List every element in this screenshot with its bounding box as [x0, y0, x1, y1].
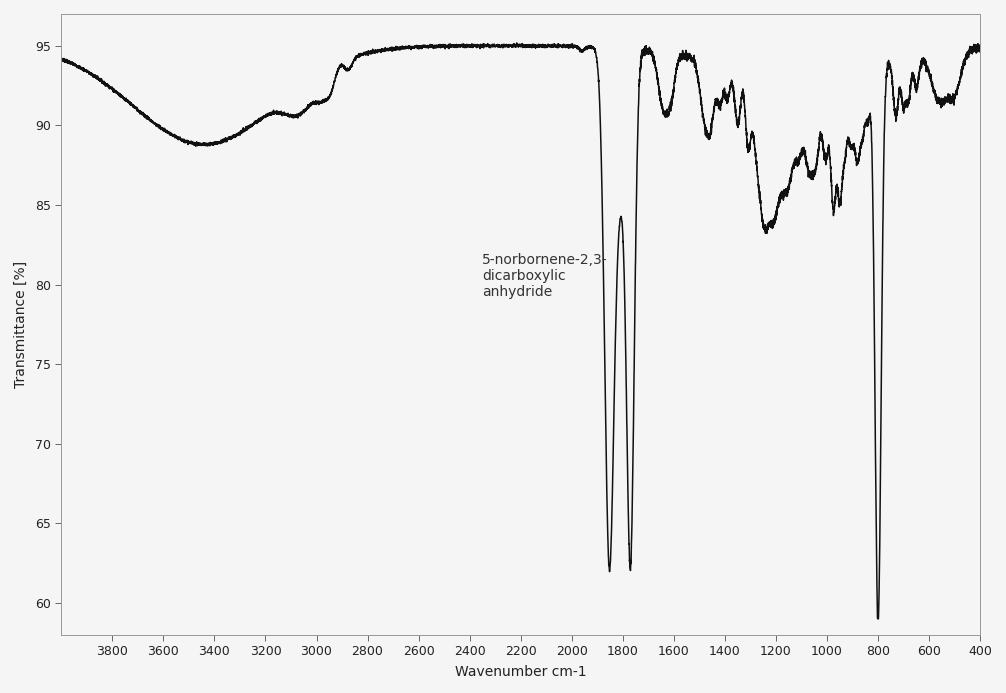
- Text: 5-norbornene-2,3-
dicarboxylic
anhydride: 5-norbornene-2,3- dicarboxylic anhydride: [483, 253, 608, 299]
- X-axis label: Wavenumber cm-1: Wavenumber cm-1: [455, 665, 586, 679]
- Y-axis label: Transmittance [%]: Transmittance [%]: [14, 261, 28, 388]
